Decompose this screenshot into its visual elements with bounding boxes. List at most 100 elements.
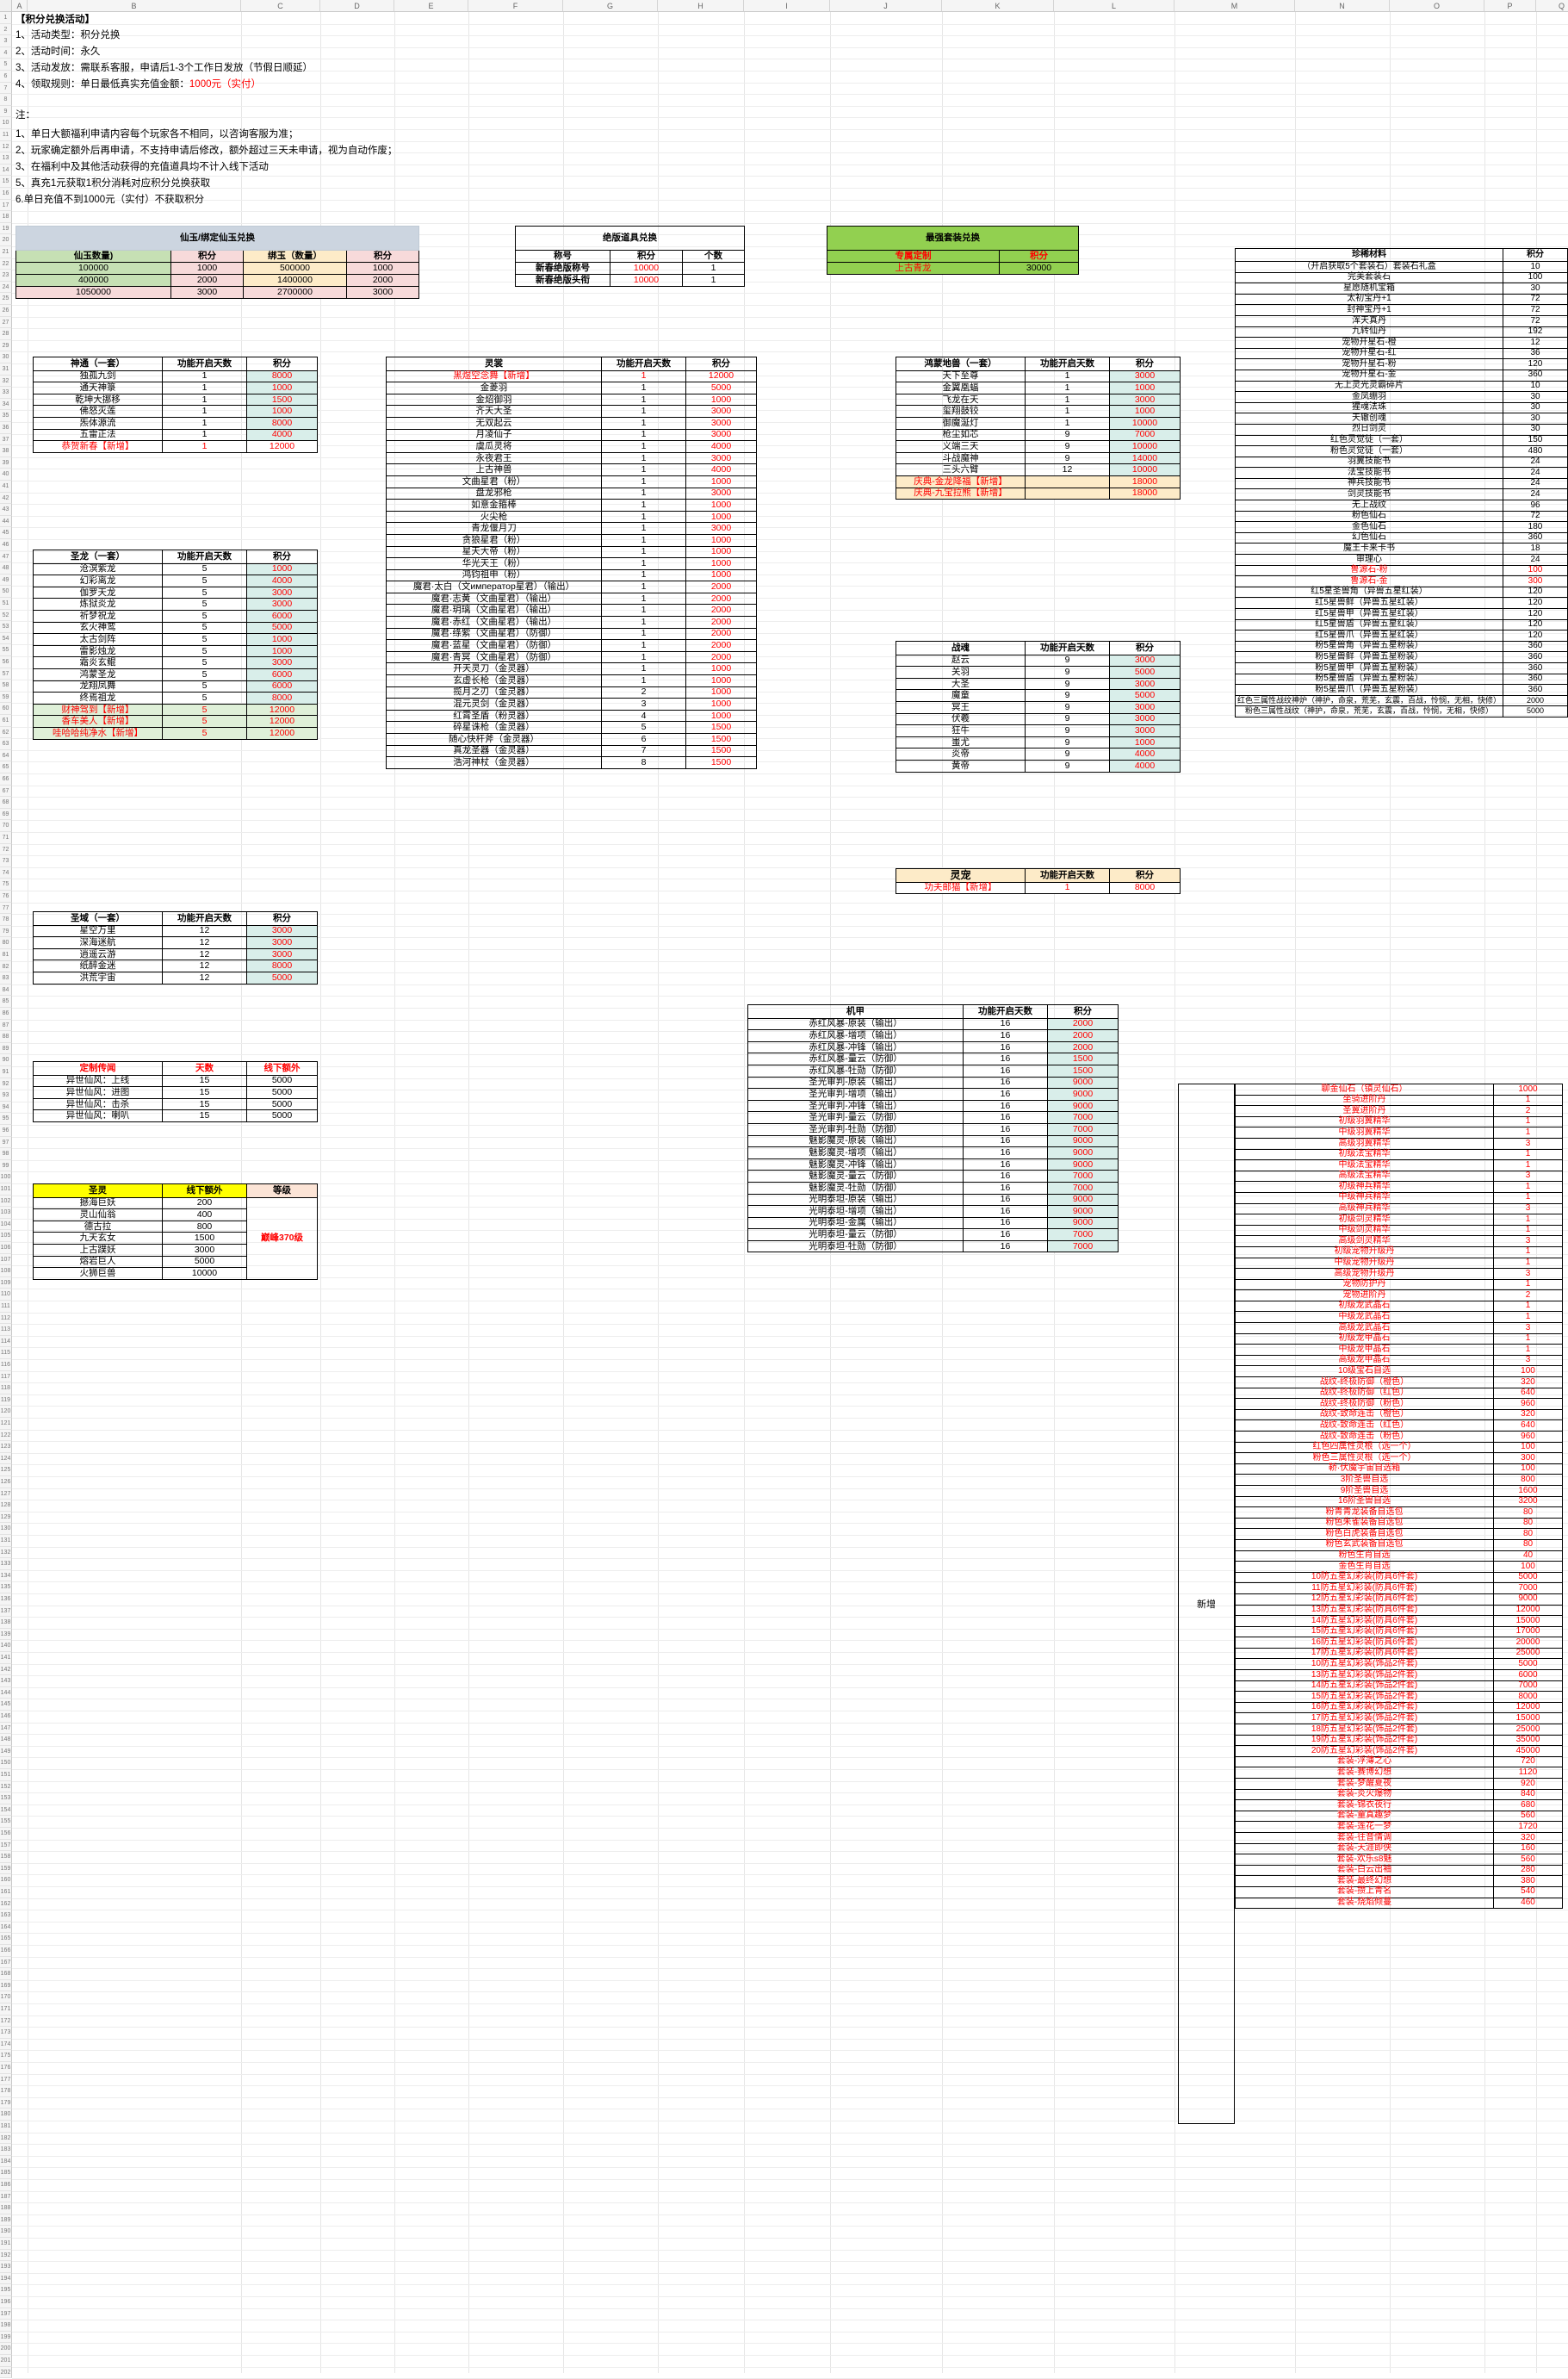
row-header-16[interactable]: 16 (0, 188, 12, 200)
row-header-61[interactable]: 61 (0, 715, 12, 727)
row-header-17[interactable]: 17 (0, 199, 12, 212)
row-header-92[interactable]: 92 (0, 1078, 12, 1090)
column-header-G[interactable]: G (563, 0, 658, 12)
row-header-47[interactable]: 47 (0, 550, 12, 563)
row-header-97[interactable]: 97 (0, 1136, 12, 1149)
row-header-103[interactable]: 103 (0, 1207, 12, 1219)
column-header-J[interactable]: J (830, 0, 942, 12)
row-header-24[interactable]: 24 (0, 281, 12, 294)
row-header-37[interactable]: 37 (0, 433, 12, 446)
row-header-105[interactable]: 105 (0, 1230, 12, 1242)
row-header-201[interactable]: 201 (0, 2355, 12, 2367)
row-header-75[interactable]: 75 (0, 879, 12, 891)
row-header-99[interactable]: 99 (0, 1159, 12, 1172)
column-header-D[interactable]: D (320, 0, 394, 12)
row-header-26[interactable]: 26 (0, 305, 12, 317)
row-header-88[interactable]: 88 (0, 1031, 12, 1043)
row-header-56[interactable]: 56 (0, 656, 12, 668)
row-header-178[interactable]: 178 (0, 2085, 12, 2097)
row-header-153[interactable]: 153 (0, 1792, 12, 1804)
row-header-96[interactable]: 96 (0, 1125, 12, 1137)
row-header-119[interactable]: 119 (0, 1394, 12, 1407)
row-header-170[interactable]: 170 (0, 1991, 12, 2003)
row-header-106[interactable]: 106 (0, 1242, 12, 1254)
row-header-12[interactable]: 12 (0, 140, 12, 153)
row-header-48[interactable]: 48 (0, 562, 12, 575)
row-header-33[interactable]: 33 (0, 387, 12, 399)
column-header-P[interactable]: P (1484, 0, 1536, 12)
row-header-161[interactable]: 161 (0, 1886, 12, 1898)
row-header-81[interactable]: 81 (0, 949, 12, 961)
row-header-45[interactable]: 45 (0, 527, 12, 539)
row-header-39[interactable]: 39 (0, 457, 12, 469)
row-header-102[interactable]: 102 (0, 1195, 12, 1208)
row-header-136[interactable]: 136 (0, 1593, 12, 1606)
row-header-146[interactable]: 146 (0, 1711, 12, 1723)
row-header-163[interactable]: 163 (0, 1910, 12, 1922)
row-header-108[interactable]: 108 (0, 1265, 12, 1277)
row-header-162[interactable]: 162 (0, 1898, 12, 1910)
row-header-156[interactable]: 156 (0, 1828, 12, 1840)
row-header-148[interactable]: 148 (0, 1734, 12, 1746)
row-header-50[interactable]: 50 (0, 586, 12, 598)
row-header-121[interactable]: 121 (0, 1418, 12, 1430)
column-header-N[interactable]: N (1295, 0, 1390, 12)
row-header-133[interactable]: 133 (0, 1558, 12, 1570)
row-header-154[interactable]: 154 (0, 1804, 12, 1817)
row-header-137[interactable]: 137 (0, 1605, 12, 1618)
row-header-76[interactable]: 76 (0, 891, 12, 903)
row-header-74[interactable]: 74 (0, 867, 12, 879)
row-header-23[interactable]: 23 (0, 270, 12, 282)
column-header-M[interactable]: M (1174, 0, 1295, 12)
row-header-80[interactable]: 80 (0, 937, 12, 949)
row-header-66[interactable]: 66 (0, 773, 12, 786)
row-header-135[interactable]: 135 (0, 1581, 12, 1593)
row-header-143[interactable]: 143 (0, 1675, 12, 1687)
row-header-166[interactable]: 166 (0, 1945, 12, 1957)
row-header-25[interactable]: 25 (0, 293, 12, 305)
row-header-6[interactable]: 6 (0, 71, 12, 83)
row-header-197[interactable]: 197 (0, 2308, 12, 2320)
row-header-67[interactable]: 67 (0, 785, 12, 798)
row-header-98[interactable]: 98 (0, 1148, 12, 1160)
row-header-32[interactable]: 32 (0, 375, 12, 388)
row-header-141[interactable]: 141 (0, 1652, 12, 1664)
row-header-5[interactable]: 5 (0, 59, 12, 71)
row-header-165[interactable]: 165 (0, 1933, 12, 1945)
row-header-195[interactable]: 195 (0, 2284, 12, 2296)
row-header-100[interactable]: 100 (0, 1171, 12, 1183)
row-header-194[interactable]: 194 (0, 2272, 12, 2285)
row-header-2[interactable]: 2 (0, 23, 12, 36)
row-header-10[interactable]: 10 (0, 117, 12, 129)
row-header-198[interactable]: 198 (0, 2320, 12, 2332)
row-header-125[interactable]: 125 (0, 1464, 12, 1476)
row-header-185[interactable]: 185 (0, 2167, 12, 2179)
row-header-73[interactable]: 73 (0, 855, 12, 867)
row-header-168[interactable]: 168 (0, 1968, 12, 1980)
row-header-159[interactable]: 159 (0, 1862, 12, 1875)
row-header-169[interactable]: 169 (0, 1979, 12, 1992)
row-header-155[interactable]: 155 (0, 1816, 12, 1828)
row-header-181[interactable]: 181 (0, 2121, 12, 2133)
row-header-34[interactable]: 34 (0, 398, 12, 411)
row-header-171[interactable]: 171 (0, 2003, 12, 2016)
row-header-120[interactable]: 120 (0, 1406, 12, 1418)
row-header-69[interactable]: 69 (0, 808, 12, 821)
row-header-202[interactable]: 202 (0, 2366, 12, 2379)
row-header-42[interactable]: 42 (0, 492, 12, 505)
row-header-157[interactable]: 157 (0, 1839, 12, 1852)
row-header-15[interactable]: 15 (0, 176, 12, 188)
row-header-182[interactable]: 182 (0, 2132, 12, 2145)
row-header-11[interactable]: 11 (0, 129, 12, 141)
column-header-Q[interactable]: Q (1536, 0, 1568, 12)
row-header-53[interactable]: 53 (0, 621, 12, 633)
row-header-21[interactable]: 21 (0, 246, 12, 258)
row-header-65[interactable]: 65 (0, 761, 12, 773)
row-header-189[interactable]: 189 (0, 2214, 12, 2227)
row-header-19[interactable]: 19 (0, 222, 12, 235)
row-header-83[interactable]: 83 (0, 972, 12, 985)
row-header-40[interactable]: 40 (0, 469, 12, 481)
row-header-91[interactable]: 91 (0, 1066, 12, 1078)
row-header-150[interactable]: 150 (0, 1757, 12, 1769)
column-header-H[interactable]: H (658, 0, 744, 12)
